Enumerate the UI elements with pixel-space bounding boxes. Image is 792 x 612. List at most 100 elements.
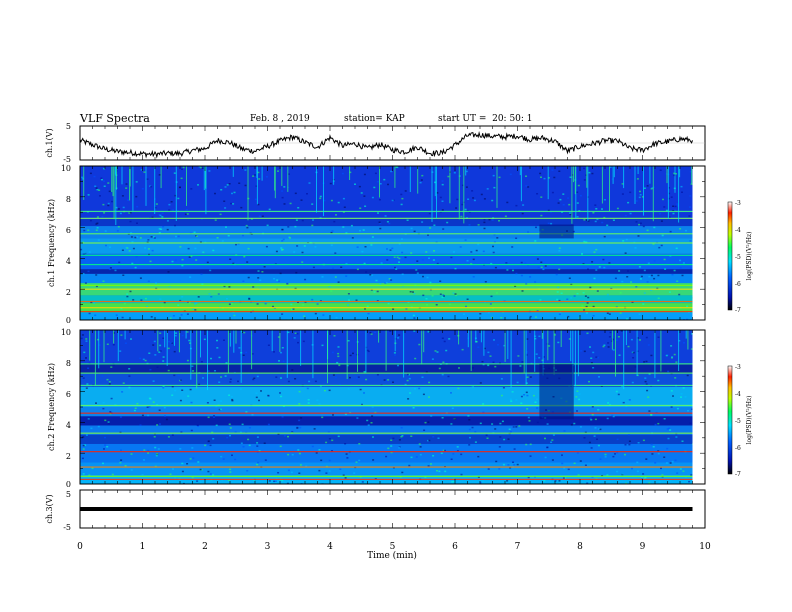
spectral-speckle bbox=[287, 453, 290, 456]
spectral-speckle bbox=[119, 350, 122, 352]
spectral-speckle bbox=[447, 175, 450, 178]
spectral-speckle bbox=[280, 351, 282, 354]
spectral-speckle bbox=[568, 338, 571, 340]
spectral-speckle bbox=[229, 427, 232, 429]
sferic-streak bbox=[571, 166, 573, 224]
spectral-speckle bbox=[102, 407, 105, 410]
ch1-ytick-5: 5 bbox=[66, 122, 71, 131]
spectral-speckle bbox=[527, 416, 530, 419]
spectral-speckle bbox=[253, 479, 256, 481]
spectral-speckle bbox=[275, 376, 278, 378]
spectral-speckle bbox=[576, 452, 579, 454]
spectral-speckle bbox=[256, 375, 259, 378]
spectral-speckle bbox=[585, 241, 588, 243]
spectral-speckle bbox=[470, 251, 473, 253]
spectral-speckle bbox=[465, 305, 467, 308]
spectral-speckle bbox=[582, 263, 585, 265]
spectral-speckle bbox=[89, 219, 92, 222]
spectral-speckle bbox=[289, 237, 291, 239]
sferic-streak bbox=[124, 330, 126, 340]
spectral-speckle bbox=[583, 179, 586, 181]
spectral-speckle bbox=[591, 261, 594, 263]
spectral-speckle bbox=[425, 251, 428, 253]
spectral-speckle bbox=[147, 280, 150, 282]
spectral-speckle bbox=[130, 469, 133, 471]
spectral-speckle bbox=[281, 248, 284, 251]
ch1-freq-tick-8: 8 bbox=[66, 195, 71, 204]
spectral-speckle bbox=[377, 212, 379, 214]
spectral-speckle bbox=[347, 388, 350, 390]
spectral-speckle bbox=[576, 216, 579, 218]
spectral-speckle bbox=[641, 477, 643, 479]
spectral-speckle bbox=[372, 459, 375, 461]
ch2-spectrogram-panel: 0 2 4 6 8 10 ch.2 Frequency (kHz) -3 -4 … bbox=[47, 328, 753, 489]
spectral-speckle bbox=[168, 340, 170, 343]
spectral-speckle bbox=[128, 212, 131, 214]
spectral-speckle bbox=[201, 167, 204, 169]
sferic-streak bbox=[349, 166, 351, 180]
spectral-speckle bbox=[99, 195, 101, 197]
transmitter-line bbox=[80, 263, 693, 266]
spectral-speckle bbox=[448, 338, 451, 340]
spectral-speckle bbox=[527, 264, 529, 267]
spectral-speckle bbox=[101, 178, 103, 181]
spectral-speckle bbox=[248, 298, 251, 300]
ch1-freq-tick-0: 0 bbox=[66, 316, 71, 325]
spectral-speckle bbox=[442, 228, 445, 230]
spectral-speckle bbox=[280, 395, 283, 398]
spectral-speckle bbox=[636, 337, 639, 339]
spectral-speckle bbox=[390, 170, 393, 173]
spectral-speckle bbox=[564, 477, 567, 479]
spectral-speckle bbox=[394, 354, 397, 356]
spectral-speckle bbox=[474, 431, 477, 433]
spectral-speckle bbox=[180, 258, 183, 261]
spectral-speckle bbox=[225, 226, 227, 228]
spectral-speckle bbox=[264, 302, 267, 305]
spectral-speckle bbox=[546, 423, 549, 425]
spectral-speckle bbox=[680, 396, 682, 398]
transmitter-line bbox=[80, 478, 693, 480]
spectral-speckle bbox=[512, 426, 515, 428]
spectral-speckle bbox=[591, 413, 594, 416]
spectral-speckle bbox=[594, 418, 597, 421]
sferic-streak bbox=[458, 330, 460, 345]
spectral-speckle bbox=[494, 266, 497, 269]
spectral-speckle bbox=[691, 408, 693, 410]
spectral-speckle bbox=[246, 261, 249, 263]
spectral-speckle bbox=[82, 473, 85, 475]
spectral-speckle bbox=[342, 226, 345, 228]
spectral-speckle bbox=[299, 464, 302, 466]
spectral-speckle bbox=[441, 200, 444, 202]
spectral-speckle bbox=[256, 445, 259, 447]
spectral-speckle bbox=[151, 249, 154, 252]
spectral-speckle bbox=[540, 261, 543, 263]
spectral-speckle bbox=[632, 357, 635, 359]
spectral-speckle bbox=[383, 379, 386, 381]
spectral-speckle bbox=[207, 416, 210, 419]
spectral-speckle bbox=[391, 247, 394, 250]
spectral-speckle bbox=[158, 174, 161, 176]
spectral-speckle bbox=[287, 173, 290, 175]
spectral-speckle bbox=[323, 199, 326, 202]
spectral-speckle bbox=[209, 444, 212, 447]
spectral-speckle bbox=[94, 185, 97, 187]
spectral-speckle bbox=[540, 214, 543, 217]
sferic-streak bbox=[534, 330, 536, 372]
spectral-speckle bbox=[472, 258, 475, 261]
sferic-streak bbox=[519, 166, 521, 176]
spectral-speckle bbox=[166, 228, 169, 231]
spectral-speckle bbox=[482, 480, 484, 482]
spectral-speckle bbox=[244, 169, 247, 171]
spectral-speckle bbox=[331, 230, 334, 232]
spectral-band bbox=[80, 386, 693, 407]
spectral-speckle bbox=[291, 454, 294, 456]
spectral-speckle bbox=[491, 219, 494, 221]
spectral-speckle bbox=[171, 434, 174, 436]
spectral-speckle bbox=[170, 201, 173, 203]
spectral-speckle bbox=[629, 212, 632, 215]
spectral-speckle bbox=[628, 440, 631, 442]
spectral-speckle bbox=[586, 302, 589, 304]
spectral-speckle bbox=[543, 177, 546, 180]
spectral-speckle bbox=[370, 274, 373, 276]
ch1-colorbar-tick-6: -6 bbox=[735, 281, 741, 288]
